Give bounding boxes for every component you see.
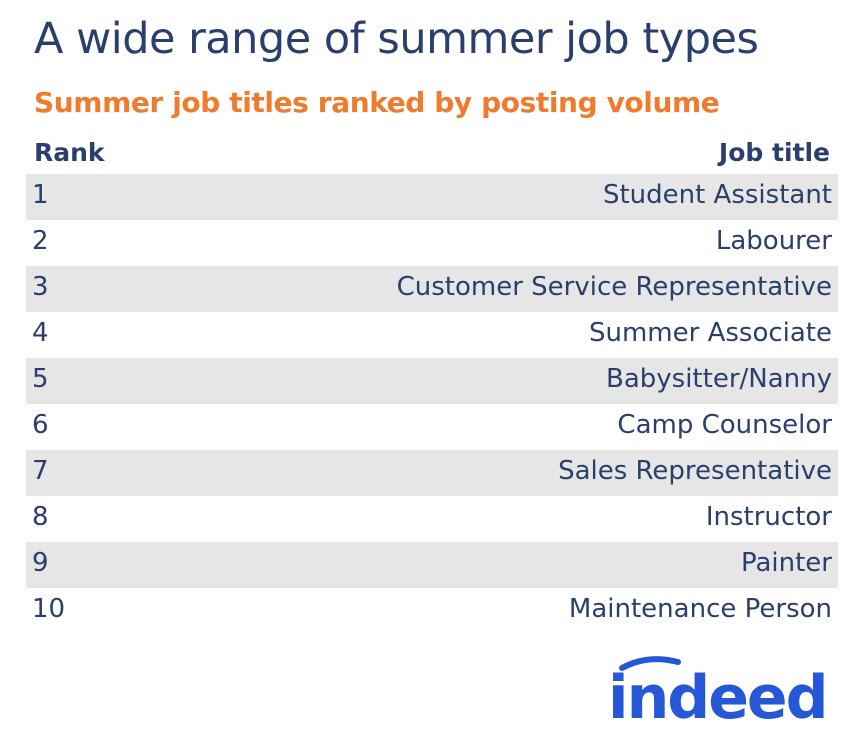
- rank-cell: 10: [32, 594, 66, 624]
- job-title-cell: Labourer: [715, 226, 832, 256]
- indeed-logo: indeed: [608, 656, 829, 726]
- table-row: 1 Student Assistant: [26, 174, 838, 220]
- job-title-cell: Painter: [740, 548, 832, 578]
- indeed-logo-text: indeed: [608, 663, 827, 726]
- rank-cell: 1: [32, 180, 49, 210]
- job-title-cell: Instructor: [705, 502, 832, 532]
- chart-title: A wide range of summer job types: [34, 14, 759, 64]
- table-row: 7 Sales Representative: [26, 450, 838, 496]
- indeed-logo-arc: [619, 656, 681, 671]
- table-row: 6 Camp Counselor: [26, 404, 838, 450]
- table-header: Rank Job title: [26, 134, 838, 174]
- rank-cell: 8: [32, 502, 49, 532]
- rank-cell: 3: [32, 272, 49, 302]
- job-title-cell: Maintenance Person: [568, 594, 832, 624]
- rank-cell: 7: [32, 456, 49, 486]
- chart-subtitle: Summer job titles ranked by posting volu…: [34, 86, 720, 119]
- column-header-rank: Rank: [34, 138, 105, 167]
- rank-cell: 2: [32, 226, 49, 256]
- job-title-cell: Student Assistant: [602, 180, 832, 210]
- ranking-table: Rank Job title 1 Student Assistant 2 Labour…: [26, 134, 838, 634]
- job-title-cell: Customer Service Representative: [396, 272, 832, 302]
- job-title-cell: Sales Representative: [558, 456, 832, 486]
- table-row: 3 Customer Service Representative: [26, 266, 838, 312]
- table-row: 8 Instructor: [26, 496, 838, 542]
- table-row: 2 Labourer: [26, 220, 838, 266]
- job-title-cell: Camp Counselor: [617, 410, 832, 440]
- table-row: 10 Maintenance Person: [26, 588, 838, 634]
- rank-cell: 4: [32, 318, 49, 348]
- table-row: 5 Babysitter/Nanny: [26, 358, 838, 404]
- rank-cell: 9: [32, 548, 49, 578]
- job-title-cell: Babysitter/Nanny: [606, 364, 832, 394]
- column-header-job-title: Job title: [718, 138, 830, 167]
- rank-cell: 5: [32, 364, 49, 394]
- table-body: 1 Student Assistant 2 Labourer 3 Customer Ser…: [26, 174, 838, 634]
- table-row: 9 Painter: [26, 542, 838, 588]
- table-row: 4 Summer Associate: [26, 312, 838, 358]
- job-title-cell: Summer Associate: [588, 318, 832, 348]
- rank-cell: 6: [32, 410, 49, 440]
